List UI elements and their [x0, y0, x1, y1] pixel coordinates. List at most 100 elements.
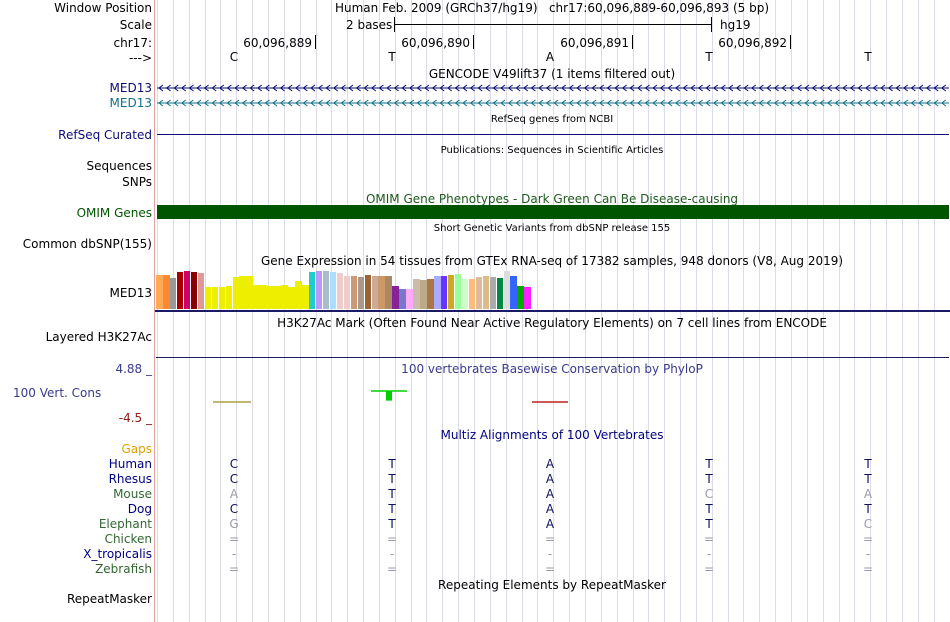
aligned-base: T: [388, 472, 396, 486]
gencode-transcript-2[interactable]: [157, 97, 949, 109]
aligned-base: T: [864, 472, 872, 486]
aligned-base: =: [862, 562, 874, 576]
aligned-base: T: [388, 487, 396, 501]
position-label: 60,096,890: [401, 36, 470, 50]
gtex-tissue-bar[interactable]: [197, 273, 205, 309]
gtex-tissue-bar[interactable]: [183, 271, 191, 309]
dbsnp-title: Short Genetic Variants from dbSNP releas…: [433, 223, 671, 234]
gtex-tissue-bar[interactable]: [169, 278, 177, 309]
gtex-tissue-bar[interactable]: [315, 271, 323, 309]
gtex-tissue-bar[interactable]: [267, 286, 274, 309]
gencode-item-label[interactable]: MED13: [109, 81, 152, 95]
gtex-tissue-bar[interactable]: [253, 285, 260, 309]
gtex-tissue-bar[interactable]: [427, 279, 434, 309]
gtex-baseline: [155, 310, 950, 312]
gtex-tissue-bar[interactable]: [378, 276, 385, 309]
gtex-tissue-bar[interactable]: [281, 285, 288, 309]
gtex-tissue-bar[interactable]: [302, 285, 309, 309]
gtex-tissue-bar[interactable]: [461, 279, 469, 309]
omim-feature-bar[interactable]: [157, 205, 949, 219]
gtex-tissue-bar[interactable]: [190, 272, 198, 309]
gtex-tissue-bar[interactable]: [371, 276, 378, 309]
gtex-tissue-bar[interactable]: [246, 276, 253, 309]
gtex-gene-label[interactable]: MED13: [109, 286, 152, 300]
left-panel-border: [154, 0, 155, 622]
gtex-tissue-bar[interactable]: [385, 276, 392, 309]
gtex-tissue-bar[interactable]: [329, 272, 337, 309]
aligned-base: -: [865, 547, 871, 561]
gtex-tissue-bar[interactable]: [489, 277, 497, 309]
gtex-bar-chart[interactable]: [156, 268, 536, 309]
refseq-label[interactable]: RefSeq Curated: [58, 128, 152, 142]
aligned-base: -: [231, 547, 237, 561]
phylop-title: 100 vertebrates Basewise Conservation by…: [401, 362, 703, 376]
aligned-base: T: [864, 502, 872, 516]
refseq-title: RefSeq genes from NCBI: [490, 114, 614, 125]
gtex-tissue-bar[interactable]: [503, 271, 510, 309]
aligned-base: =: [703, 562, 715, 576]
gencode-transcript-1[interactable]: [157, 82, 949, 94]
aligned-base: T: [388, 517, 396, 531]
gtex-tissue-bar[interactable]: [517, 286, 524, 309]
aligned-base: C: [863, 517, 873, 531]
gtex-tissue-bar[interactable]: [496, 278, 504, 309]
gtex-tissue-bar[interactable]: [482, 276, 490, 309]
gtex-tissue-bar[interactable]: [163, 275, 170, 309]
gtex-tissue-bar[interactable]: [420, 280, 427, 309]
aligned-base: G: [229, 517, 239, 531]
gtex-tissue-bar[interactable]: [176, 272, 184, 309]
species-label: Chicken: [104, 532, 152, 546]
gtex-tissue-bar[interactable]: [447, 275, 455, 309]
gtex-tissue-bar[interactable]: [204, 287, 212, 309]
aligned-base: =: [228, 532, 240, 546]
gtex-tissue-bar[interactable]: [308, 272, 316, 309]
gtex-tissue-bar[interactable]: [468, 279, 476, 309]
scale-text: 2 bases: [346, 18, 393, 32]
gencode-item-label[interactable]: MED13: [109, 96, 152, 110]
gtex-tissue-bar[interactable]: [225, 286, 232, 309]
gtex-tissue-bar[interactable]: [434, 276, 441, 309]
gtex-tissue-bar[interactable]: [322, 271, 330, 309]
gtex-tissue-bar[interactable]: [406, 289, 413, 309]
gtex-tissue-bar[interactable]: [156, 275, 163, 309]
aligned-base: -: [547, 547, 553, 561]
repeatmasker-title: Repeating Elements by RepeatMasker: [438, 578, 666, 592]
gtex-tissue-bar[interactable]: [260, 285, 267, 309]
gtex-tissue-bar[interactable]: [475, 277, 483, 309]
phylop-score-bar: [386, 391, 392, 401]
species-label: Human: [108, 457, 152, 471]
gtex-tissue-bar[interactable]: [524, 287, 531, 309]
gtex-tissue-bar[interactable]: [364, 275, 371, 309]
reference-base: T: [864, 50, 872, 64]
gtex-tissue-bar[interactable]: [510, 276, 517, 309]
refseq-gene-line[interactable]: [157, 134, 949, 135]
aligned-base: =: [386, 562, 398, 576]
gtex-tissue-bar[interactable]: [350, 276, 358, 309]
gtex-tissue-bar[interactable]: [232, 277, 239, 309]
gtex-tissue-bar[interactable]: [454, 274, 462, 309]
aligned-base: =: [544, 532, 556, 546]
gtex-tissue-bar[interactable]: [288, 287, 295, 309]
omim-label[interactable]: OMIM Genes: [76, 206, 152, 220]
gtex-tissue-bar[interactable]: [343, 276, 351, 309]
gtex-tissue-bar[interactable]: [295, 281, 302, 309]
gtex-tissue-bar[interactable]: [399, 289, 406, 309]
dbsnp-label: Common dbSNP(155): [22, 237, 152, 251]
gtex-tissue-bar[interactable]: [211, 287, 219, 309]
gtex-tissue-bar[interactable]: [239, 276, 246, 309]
aligned-base: C: [704, 487, 714, 501]
gtex-tissue-bar[interactable]: [392, 286, 399, 309]
gtex-tissue-bar[interactable]: [336, 273, 344, 309]
position-label: 60,096,891: [560, 36, 629, 50]
phylop-label: 100 Vert. Cons: [13, 386, 102, 400]
aligned-base: =: [862, 532, 874, 546]
aligned-base: A: [229, 487, 239, 501]
gtex-tissue-bar[interactable]: [357, 277, 365, 309]
scale-bar-left-tick: [394, 17, 395, 32]
sequences-label: Sequences: [86, 159, 152, 173]
gtex-tissue-bar[interactable]: [274, 286, 281, 309]
gtex-tissue-bar[interactable]: [413, 279, 420, 309]
gtex-tissue-bar[interactable]: [218, 287, 226, 309]
gtex-tissue-bar[interactable]: [440, 276, 448, 309]
